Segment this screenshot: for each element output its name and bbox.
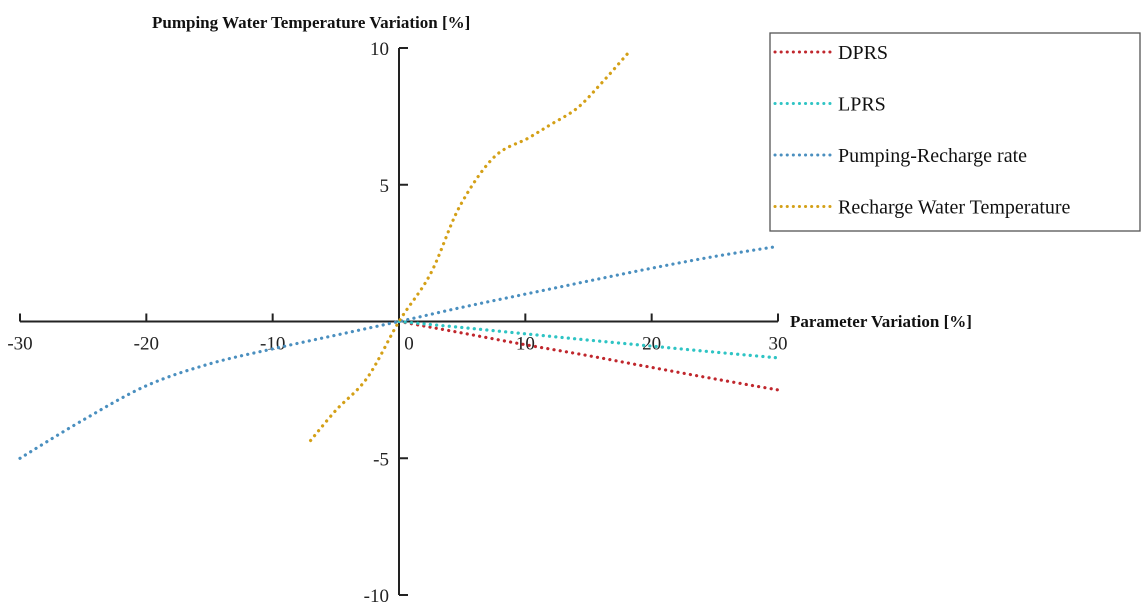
axes: -30 -20 -10 0 10 20 30 10 5 -5 -10 [7,39,787,607]
x-tick-label: 20 [642,334,661,355]
legend-label-lprs: LPRS [838,94,886,116]
series-line-dprs [397,319,780,392]
x-tick-label: 30 [769,334,788,355]
series-line-pumping-recharge-rate [18,244,780,460]
x-tick-label: -10 [260,334,285,355]
x-axis-title: Parameter Variation [%] [790,312,972,331]
legend-label-dprs: DPRS [838,42,888,64]
legend: DPRS LPRS Pumping-Recharge rate Recharge Wa… [769,32,1141,232]
legend-label-recharge-water-temperature: Recharge Water Temperature [838,197,1071,219]
x-tick-label: -20 [134,334,159,355]
x-tick-label: 10 [516,334,535,355]
series-layer [18,49,780,460]
y-tick-label: 5 [380,176,390,197]
series-line-recharge-water-temperature [309,49,632,443]
y-tick-label: -10 [364,586,389,607]
legend-box [769,32,1141,232]
x-tick-label: 0 [404,334,414,355]
y-tick-label: 10 [370,39,389,60]
y-axis-title: Pumping Water Temperature Variation [%] [152,13,470,32]
series-line-lprs [397,319,780,360]
y-tick-label: -5 [373,449,389,470]
x-tick-label: -30 [7,334,32,355]
legend-label-pumping-recharge-rate: Pumping-Recharge rate [838,145,1027,167]
